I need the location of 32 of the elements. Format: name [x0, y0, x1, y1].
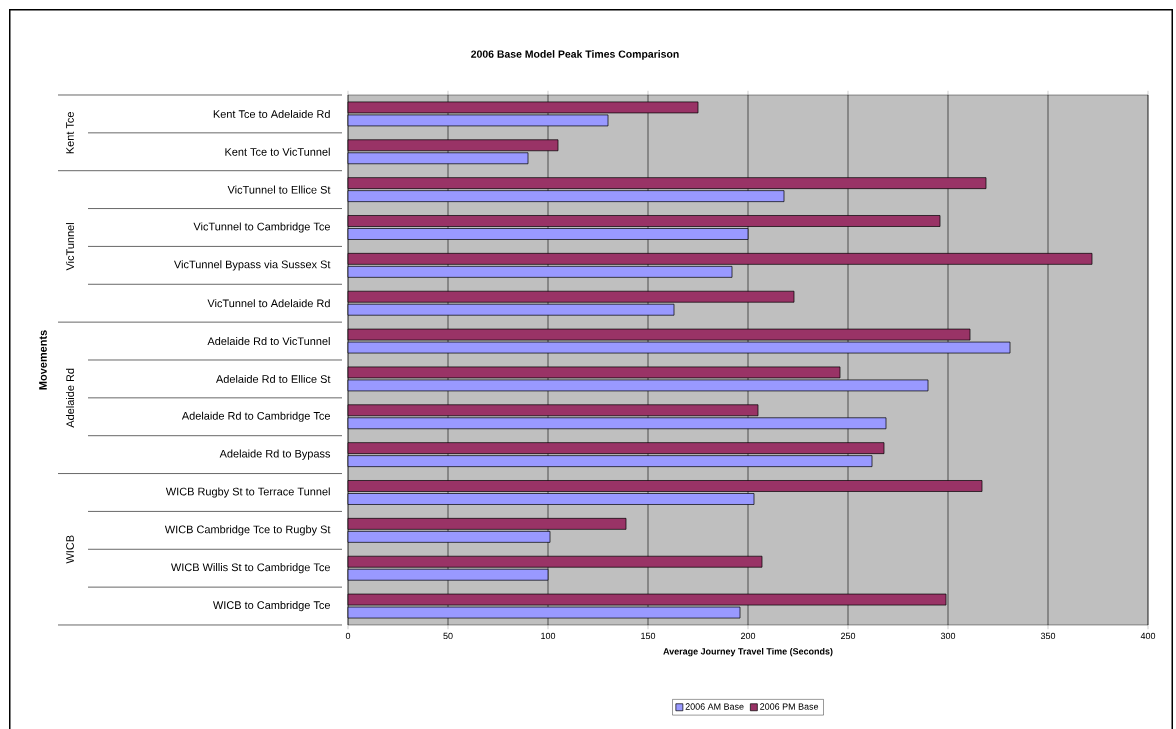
- text: Movements: [39, 330, 47, 390]
- y-tick-label: Adelaide Rd to Bypass: [219, 449, 331, 460]
- x-tick-label: 400: [1140, 632, 1156, 640]
- text: WICB: [66, 535, 74, 564]
- y-tick-label: Kent Tce to VicTunnel: [225, 147, 330, 156]
- y-tick-label: WICB Cambridge Tce to Rugby St: [164, 525, 331, 536]
- x-tick-label: 200: [740, 632, 756, 640]
- x-tick-label: 300: [940, 632, 956, 640]
- legend-label: 2006 PM Base: [760, 703, 819, 710]
- y-tick-label: VicTunnel to Adelaide Rd: [207, 299, 330, 308]
- chart-title: 2006 Base Model Peak Times Comparison: [471, 50, 679, 60]
- text: Adelaide Rd: [65, 368, 75, 428]
- y-tick-label: VicTunnel to Ellice St: [227, 185, 331, 194]
- legend-label: 2006 AM Base: [685, 703, 744, 710]
- text: Kent Tce: [66, 112, 74, 154]
- y-tick-label: Adelaide Rd to Cambridge Tce: [181, 411, 330, 422]
- text: VicTunnel: [65, 223, 75, 271]
- x-tick-label: 50: [443, 632, 453, 640]
- x-tick-label: 250: [840, 632, 856, 640]
- y-tick-label: Adelaide Rd to Ellice St: [215, 374, 331, 383]
- x-axis-title: Average Journey Travel Time (Seconds): [663, 647, 833, 657]
- y-tick-label: Kent Tce to Adelaide Rd: [213, 109, 330, 118]
- x-tick-label: 100: [541, 632, 556, 640]
- y-tick-label: WICB to Cambridge Tce: [212, 600, 330, 612]
- y-tick-label: VicTunnel Bypass via Sussex St: [173, 260, 331, 271]
- x-tick-label: 350: [1040, 632, 1056, 640]
- y-tick-label: WICB Willis St to Cambridge Tce: [170, 563, 330, 574]
- x-tick-label: 0: [345, 632, 351, 640]
- y-tick-label: VicTunnel to Cambridge Tce: [193, 222, 330, 233]
- x-tick-label: 150: [641, 632, 656, 640]
- y-tick-label: Adelaide Rd to VicTunnel: [207, 337, 330, 346]
- y-tick-label: WICB Rugby St to Terrace Tunnel: [165, 487, 330, 498]
